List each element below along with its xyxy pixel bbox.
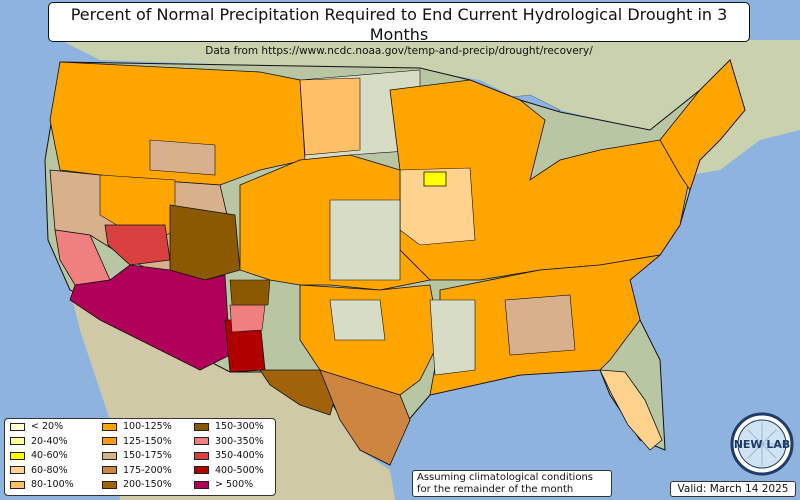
legend-swatch (102, 466, 117, 474)
legend-label: 100-125% (123, 421, 172, 432)
region-kansas-light (329, 199, 401, 281)
legend-item: 200-150% (102, 479, 172, 491)
title-box: Percent of Normal Precipitation Required… (48, 2, 750, 57)
legend-item: 20-40% (10, 436, 68, 448)
region-lower-ms-light (429, 299, 476, 376)
legend: < 20% 20-40% 40-60% 60-80% 80-100% 100-125% 12… (4, 418, 276, 496)
region-new-england (659, 59, 746, 191)
legend-item: 150-175% (102, 450, 172, 462)
legend-item: 300-350% (194, 436, 264, 448)
legend-item: 100-125% (102, 421, 172, 433)
region-florida (599, 369, 663, 451)
legend-swatch (10, 437, 25, 445)
legend-label: 350-400% (215, 450, 264, 461)
note-line-2: for the remainder of the month (417, 484, 574, 495)
legend-label: 150-175% (123, 450, 172, 461)
legend-label: < 20% (31, 421, 64, 432)
region-four-corners-brown (169, 204, 241, 281)
legend-item: 80-100% (10, 479, 74, 491)
legend-label: 80-100% (31, 479, 74, 490)
legend-swatch (194, 466, 209, 474)
legend-label: 60-80% (31, 464, 68, 476)
legend-item: 60-80% (10, 465, 68, 477)
legend-item: 400-500% (194, 465, 264, 477)
region-southwest-magenta (69, 264, 231, 371)
region-southeast-tan (504, 294, 576, 356)
legend-item: > 500% (194, 479, 253, 491)
legend-swatch (194, 422, 209, 431)
legend-swatch (102, 437, 117, 445)
region-nm-pink (229, 304, 266, 333)
legend-swatch (10, 451, 25, 460)
legend-item: < 20% (10, 421, 63, 433)
legend-label: 175-200% (123, 464, 172, 476)
legend-item: 125-150% (102, 436, 172, 448)
region-nd-orange (299, 77, 361, 156)
legend-label: 200-150% (123, 479, 172, 490)
region-nw-light (149, 139, 216, 176)
legend-swatch (194, 451, 209, 460)
legend-swatch (102, 480, 117, 489)
legend-label: 125-150% (123, 435, 172, 447)
legend-item: 175-200% (102, 465, 172, 477)
legend-label: > 500% (215, 479, 254, 490)
legend-swatch (194, 480, 209, 489)
legend-swatch (102, 451, 117, 460)
legend-label: 20-40% (31, 435, 68, 447)
region-nm-brown (229, 279, 271, 306)
legend-swatch (10, 466, 25, 474)
legend-item: 40-60% (10, 450, 68, 462)
legend-label: 150-300% (215, 421, 264, 432)
legend-label: 40-60% (31, 450, 68, 461)
legend-swatch (102, 422, 117, 431)
map-subtitle: Data from https://www.ncdc.noaa.gov/temp… (205, 45, 593, 57)
legend-label: 300-350% (215, 435, 264, 447)
region-texas-light (329, 299, 386, 341)
legend-swatch (194, 437, 209, 445)
canada-land (60, 40, 800, 175)
legend-item: 350-400% (194, 450, 264, 462)
region-yellow (423, 171, 447, 187)
legend-swatch (10, 422, 25, 431)
legend-label: 400-500% (215, 464, 264, 476)
legend-item: 150-300% (194, 421, 264, 433)
logo-text: NEW LAB (734, 438, 791, 451)
lab-logo-icon: NEW LAB (730, 412, 794, 476)
map-title: Percent of Normal Precipitation Required… (70, 5, 728, 44)
legend-swatch (10, 480, 25, 489)
assumption-note: Assuming climatological conditions for t… (412, 470, 612, 497)
region-350-400 (104, 224, 171, 266)
valid-date: Valid: March 14 2025 (670, 481, 796, 497)
note-line-1: Assuming climatological conditions (417, 472, 593, 483)
region-south-texas (319, 369, 411, 466)
